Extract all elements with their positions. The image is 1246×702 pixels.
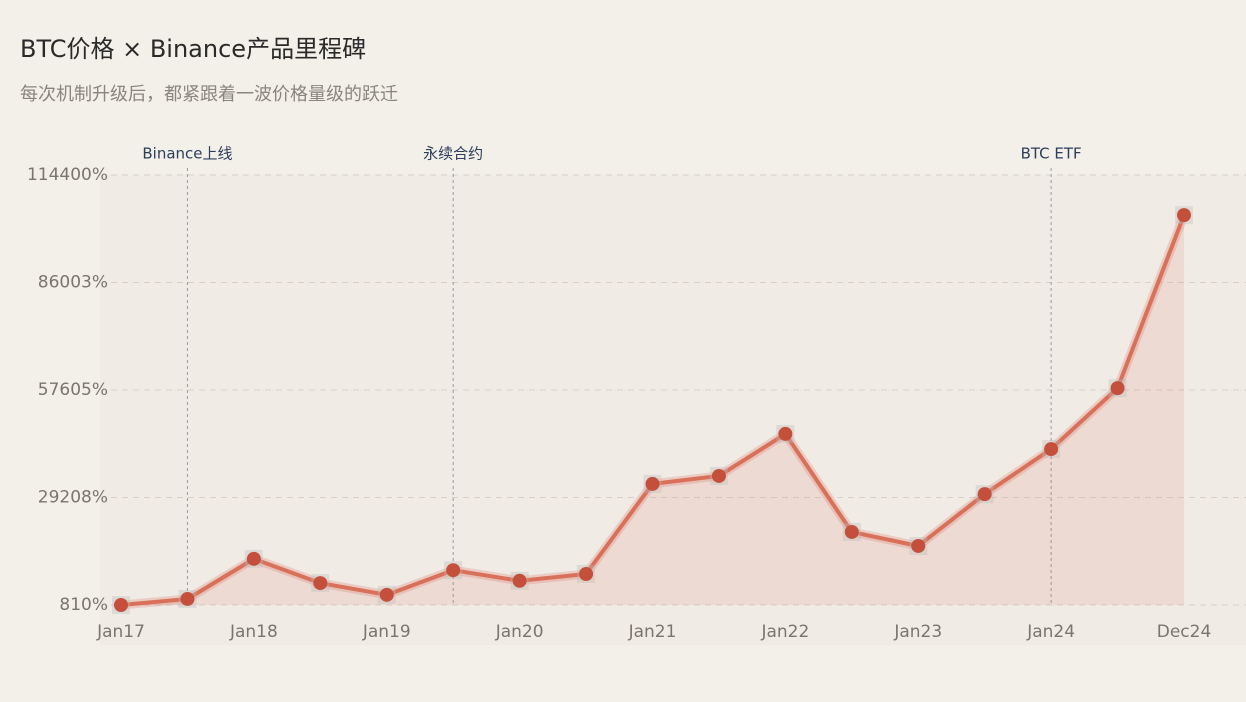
point [313, 576, 328, 591]
area [121, 215, 1184, 605]
x-tick-label: Jan23 [893, 622, 942, 642]
point [977, 487, 992, 502]
x-tick-label: Dec24 [1157, 622, 1212, 642]
x-tick-label: Jan21 [628, 622, 677, 642]
y-tick-label: 57605% [38, 380, 108, 400]
annotation-label: BTC ETF [1021, 145, 1082, 163]
point [379, 587, 394, 602]
annotation-label: 永续合约 [423, 145, 483, 163]
y-tick-label: 29208% [38, 487, 108, 507]
x-tick-label: Jan17 [96, 622, 145, 642]
point [844, 524, 859, 539]
annotation-label: Binance上线 [142, 145, 232, 163]
x-tick-label: Jan24 [1026, 622, 1075, 642]
point [645, 476, 660, 491]
point [711, 468, 726, 483]
point [579, 566, 594, 581]
point [778, 426, 793, 441]
point [246, 551, 261, 566]
x-tick-label: Jan22 [760, 622, 809, 642]
x-tick-label: Jan19 [362, 622, 411, 642]
point [1177, 208, 1191, 223]
point [180, 591, 195, 606]
chart-title: BTC价格 × Binance产品里程碑 [20, 35, 366, 63]
point [446, 563, 461, 578]
point [911, 538, 926, 553]
x-tick-label: Jan18 [229, 622, 278, 642]
plot-area [100, 175, 1246, 645]
point [1044, 442, 1059, 457]
y-tick-label: 810% [59, 595, 108, 615]
x-tick-label: Jan20 [495, 622, 544, 642]
point [512, 573, 527, 588]
y-tick-label: 86003% [38, 272, 108, 292]
point [114, 598, 128, 612]
y-tick-label: 114400% [27, 165, 108, 185]
chart-subtitle: 每次机制升级后，都紧跟着一波价格量级的跃迁 [20, 84, 398, 105]
point [1110, 381, 1125, 396]
